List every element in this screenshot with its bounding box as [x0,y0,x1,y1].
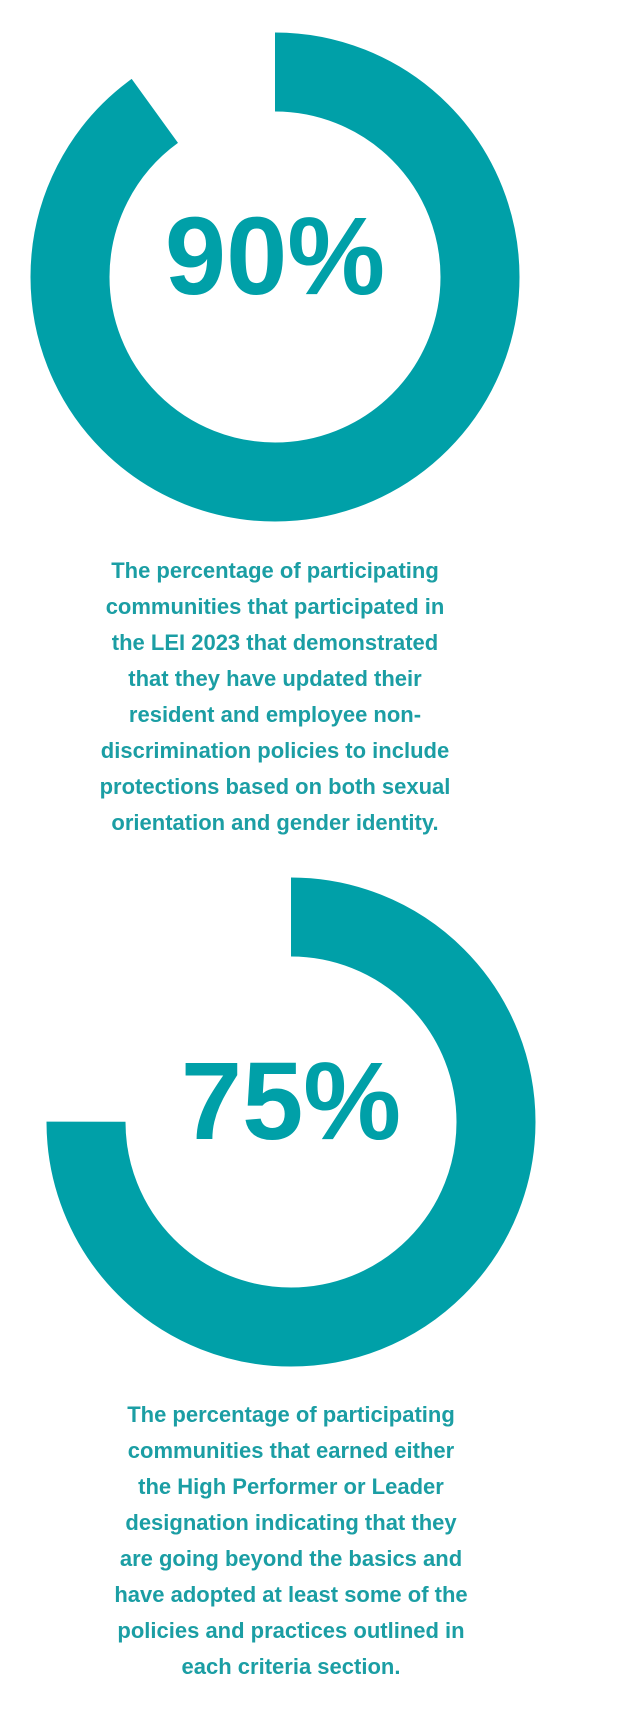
caption-line: resident and employee non- [129,702,421,727]
caption-line: that they have updated their [128,666,422,691]
caption-line: The percentage of participating [127,1402,455,1427]
caption-line: protections based on both sexual [100,774,451,799]
value-label: 75% [181,1040,401,1163]
value-label: 90% [165,195,385,318]
caption-line: the High Performer or Leader [138,1474,444,1499]
donut-arc [46,877,536,1367]
caption-line: are going beyond the basics and [120,1546,462,1571]
caption-line: each criteria section. [182,1654,401,1679]
caption-line: communities that participated in [106,594,445,619]
caption-line: orientation and gender identity. [111,810,438,835]
caption-line: designation indicating that they [125,1510,457,1535]
caption-line: have adopted at least some of the [114,1582,467,1607]
caption-line: The percentage of participating [111,558,439,583]
caption-line: discrimination policies to include [101,738,449,763]
caption-line: policies and practices outlined in [117,1618,464,1643]
caption-line: the LEI 2023 that demonstrated [112,630,438,655]
donut-arc [30,32,520,522]
caption-line: communities that earned either [128,1438,455,1463]
